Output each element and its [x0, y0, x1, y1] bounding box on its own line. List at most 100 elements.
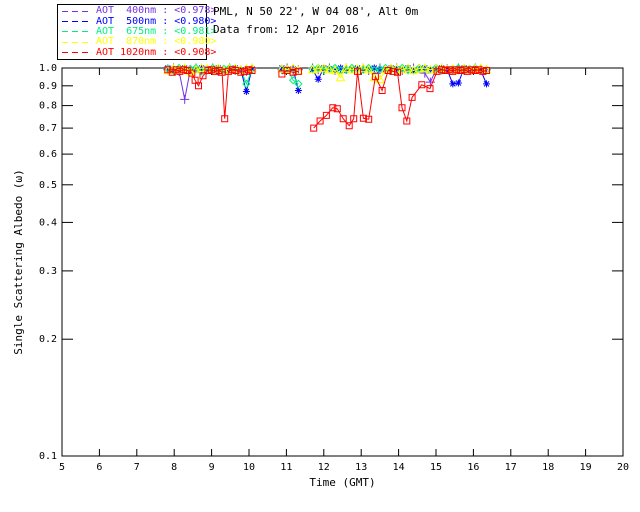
square-marker — [438, 66, 446, 74]
legend-dash-icon — [62, 21, 92, 23]
asterisk-marker — [242, 88, 250, 95]
legend-item: AOT 500nm : <0.980> — [60, 16, 216, 27]
diamond-marker — [364, 63, 373, 73]
square-marker — [333, 105, 341, 113]
triangle-marker — [307, 64, 318, 74]
square-marker — [460, 66, 468, 74]
diamond-marker — [191, 63, 201, 73]
x-tick-label: 11 — [280, 462, 292, 473]
square-marker — [475, 66, 483, 74]
asterisk-marker — [449, 80, 457, 88]
legend-item: AOT 1020nm : <0.908> — [60, 47, 216, 58]
asterisk-marker — [294, 87, 302, 94]
square-marker — [329, 104, 337, 112]
square-marker — [389, 67, 397, 75]
square-marker — [221, 115, 229, 123]
triangle-marker — [282, 64, 292, 74]
square-marker — [164, 66, 172, 74]
square-marker — [418, 81, 426, 89]
diamond-marker — [294, 79, 303, 89]
square-marker — [354, 67, 361, 75]
triangle-marker — [470, 63, 481, 73]
square-marker — [483, 67, 490, 74]
x-tick-label: 17 — [505, 462, 517, 473]
x-tick-label: 8 — [171, 462, 177, 473]
legend-item: AOT 870nm : <0.980> — [60, 37, 216, 47]
asterisk-marker — [483, 80, 490, 88]
asterisk-marker — [376, 67, 384, 74]
square-marker — [215, 67, 223, 74]
asterisk-marker — [342, 67, 350, 74]
square-marker — [218, 68, 226, 76]
triangle-marker — [358, 62, 368, 72]
y-tick-label: 0.6 — [39, 149, 57, 160]
triangle-marker — [347, 64, 357, 74]
y-tick-label: 0.4 — [39, 217, 57, 228]
y-tick-label: 0.2 — [39, 334, 57, 345]
legend-item: AOT 675nm : <0.981> — [60, 26, 216, 37]
square-marker — [208, 66, 216, 74]
square-marker — [378, 87, 386, 94]
square-marker — [183, 67, 191, 74]
asterisk-marker — [337, 64, 345, 72]
triangle-marker — [196, 62, 207, 72]
asterisk-marker — [454, 79, 462, 87]
y-tick-label: 0.5 — [39, 180, 57, 191]
square-marker — [398, 104, 406, 112]
square-marker — [172, 66, 180, 74]
square-marker — [453, 66, 461, 74]
square-marker — [384, 67, 392, 74]
triangle-marker — [330, 65, 340, 75]
y-tick-label: 0.3 — [39, 266, 57, 277]
legend-item-label: AOT 870nm : <0.980> — [96, 36, 217, 48]
legend-item-label: AOT 675nm : <0.981> — [96, 25, 217, 37]
triangle-marker — [363, 64, 374, 74]
square-marker — [359, 114, 367, 122]
square-marker — [426, 85, 434, 93]
triangle-marker — [191, 64, 201, 74]
asterisk-marker — [348, 65, 356, 73]
plot-frame — [61, 67, 624, 457]
asterisk-marker — [365, 65, 373, 73]
square-marker — [316, 117, 324, 125]
y-axis-title: Single Scattering Albedo (ω) — [12, 169, 25, 354]
legend-item-label: AOT 400nm : <0.978> — [96, 5, 217, 17]
triangle-marker — [403, 62, 413, 72]
square-marker — [228, 66, 236, 74]
plus-marker — [180, 94, 190, 104]
triangle-marker — [476, 62, 486, 72]
square-marker — [403, 117, 411, 125]
square-marker — [345, 122, 353, 130]
square-marker — [371, 73, 379, 81]
triangle-marker — [335, 72, 346, 82]
x-tick-label: 13 — [355, 462, 367, 473]
asterisk-marker — [314, 75, 322, 83]
legend-item-label: AOT 1020nm : <0.908> — [96, 46, 217, 58]
asterisk-marker — [164, 64, 172, 72]
x-tick-label: 10 — [243, 462, 255, 473]
x-tick-label: 19 — [580, 462, 592, 473]
square-marker — [408, 93, 416, 101]
y-tick-label: 0.9 — [39, 81, 57, 92]
square-marker — [244, 66, 252, 74]
legend-item: AOT 400nm : <0.978> — [60, 6, 216, 16]
square-marker — [350, 115, 358, 123]
legend-item-label: AOT 500nm : <0.980> — [96, 15, 217, 27]
x-tick-label: 20 — [617, 462, 629, 473]
x-tick-label: 5 — [59, 462, 65, 473]
data-date-text: Data from: 12 Apr 2016 — [213, 23, 359, 36]
legend-dash-icon — [62, 31, 92, 33]
x-axis-title: Time (GMT) — [309, 476, 375, 489]
series-aot-1020nm — [164, 66, 490, 132]
square-marker — [232, 67, 240, 74]
square-marker — [248, 67, 256, 74]
triangle-marker — [419, 62, 430, 72]
y-tick-label: 0.7 — [39, 123, 57, 134]
triangle-marker — [313, 63, 324, 73]
x-tick-label: 14 — [393, 462, 405, 473]
x-tick-label: 16 — [467, 462, 479, 473]
site-info-text: PML, N 50 22', W 04 08', Alt 0m — [213, 5, 419, 18]
triangle-marker — [288, 62, 298, 72]
square-marker — [365, 115, 373, 123]
x-tick-label: 9 — [209, 462, 215, 473]
